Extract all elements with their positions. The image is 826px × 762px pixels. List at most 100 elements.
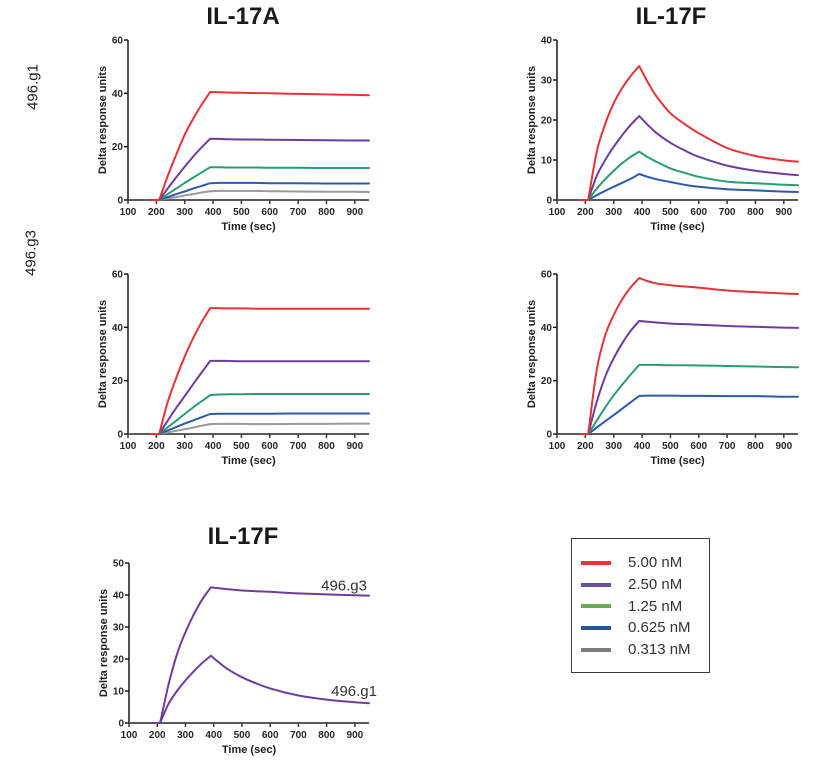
x-tick-label: 600 xyxy=(690,441,707,452)
y-axis-label: Delta response units xyxy=(526,300,538,408)
legend-label: 2.50 nM xyxy=(628,576,683,594)
series-line-0-625-nm xyxy=(149,412,370,435)
y-tick-label: 40 xyxy=(541,323,553,334)
y-tick-label: 40 xyxy=(113,591,125,602)
x-tick-label: 200 xyxy=(149,730,166,741)
series-line-1-25-nm xyxy=(149,166,370,201)
panel-title-il17f-comparison: IL-17F xyxy=(207,523,279,550)
x-tick-label: 100 xyxy=(549,207,566,218)
legend-item-0-625-nm: 0.625 nM xyxy=(572,617,709,639)
x-tick-label: 100 xyxy=(121,730,138,741)
x-tick-label: 200 xyxy=(577,207,594,218)
y-tick-label: 0 xyxy=(117,430,123,441)
x-tick-label: 900 xyxy=(346,207,363,218)
y-tick-label: 50 xyxy=(113,559,125,570)
x-tick-label: 300 xyxy=(176,207,193,218)
x-tick-label: 800 xyxy=(747,207,764,218)
legend-item-2-50-nm: 2.50 nM xyxy=(572,574,709,596)
y-tick-label: 0 xyxy=(546,430,552,441)
y-tick-label: 30 xyxy=(541,76,553,87)
panel-title-il17a: IL-17A xyxy=(206,3,280,30)
x-tick-label: 500 xyxy=(233,441,250,452)
x-tick-label: 300 xyxy=(605,207,622,218)
x-tick-label: 200 xyxy=(148,441,165,452)
legend-label: 0.625 nM xyxy=(628,619,691,637)
legend-swatch xyxy=(581,560,611,565)
y-tick-label: 20 xyxy=(112,376,124,387)
x-tick-label: 400 xyxy=(205,730,222,741)
y-tick-label: 40 xyxy=(112,89,124,100)
series-line-2-50-nm xyxy=(149,137,370,201)
legend-swatch xyxy=(581,647,611,652)
series-line-5-00-nm xyxy=(149,91,370,201)
x-tick-label: 900 xyxy=(775,441,792,452)
chart-panel-4: 0 10 20 30 40 50 100 200 300 400 500 600 700 800 900 De… xyxy=(98,559,377,757)
y-tick-label: 60 xyxy=(112,36,124,47)
y-tick-label: 20 xyxy=(112,142,124,153)
chart-panel-3: 0 20 40 60 100 200 300 400 500 600 700 800 900 Delta … xyxy=(526,270,799,467)
x-tick-label: 600 xyxy=(262,730,279,741)
panel-title-il17f: IL-17F xyxy=(635,3,707,30)
legend-item-1-25-nm: 1.25 nM xyxy=(572,595,709,617)
x-tick-label: 500 xyxy=(233,207,250,218)
x-tick-label: 100 xyxy=(120,207,137,218)
x-tick-label: 700 xyxy=(719,441,736,452)
x-tick-label: 700 xyxy=(719,207,736,218)
chart-panel-0: 0 20 40 60 100 200 300 400 500 600 700 800 900 Delta … xyxy=(97,36,370,233)
row-label-496g3: 496.g3 xyxy=(22,230,40,276)
x-tick-label: 400 xyxy=(634,207,651,218)
x-tick-label: 600 xyxy=(261,207,278,218)
y-tick-label: 10 xyxy=(541,156,553,167)
series-line-0-625-nm xyxy=(578,394,799,435)
x-tick-label: 600 xyxy=(261,441,278,452)
x-axis-label: Time (sec) xyxy=(650,221,705,233)
x-tick-label: 800 xyxy=(318,730,335,741)
x-tick-label: 200 xyxy=(577,441,594,452)
x-tick-label: 600 xyxy=(690,207,707,218)
x-tick-label: 200 xyxy=(148,207,165,218)
y-tick-label: 60 xyxy=(541,270,553,281)
series-line-5-00-nm xyxy=(149,307,370,435)
x-tick-label: 700 xyxy=(290,730,307,741)
series-line-0-625-nm xyxy=(149,181,370,201)
x-tick-label: 900 xyxy=(775,207,792,218)
x-axis-label: Time (sec) xyxy=(222,744,277,756)
y-axis-label: Delta response units xyxy=(97,66,109,174)
series-annotation-496-g1: 496.g1 xyxy=(331,683,377,700)
series-line-2-50-nm xyxy=(578,115,799,201)
y-tick-label: 40 xyxy=(541,36,553,47)
series-line-0-313-nm xyxy=(149,189,370,201)
y-tick-label: 10 xyxy=(113,687,125,698)
y-tick-label: 20 xyxy=(541,116,553,127)
series-line-496-g1 xyxy=(150,654,370,724)
legend-label: 1.25 nM xyxy=(628,597,683,615)
y-tick-label: 0 xyxy=(117,196,123,207)
series-line-5-00-nm xyxy=(578,277,799,435)
series-line-2-50-nm xyxy=(578,319,799,435)
series-line-1-25-nm xyxy=(578,150,799,201)
x-tick-label: 700 xyxy=(290,207,307,218)
y-tick-label: 0 xyxy=(118,719,124,730)
legend-label: 0.313 nM xyxy=(628,641,691,659)
y-tick-label: 0 xyxy=(546,196,552,207)
series-line-1-25-nm xyxy=(149,393,370,435)
x-tick-label: 400 xyxy=(205,207,222,218)
y-axis-label: Delta response units xyxy=(526,66,538,174)
x-tick-label: 500 xyxy=(662,441,679,452)
legend-item-0-313-nm: 0.313 nM xyxy=(572,639,709,661)
legend-label: 5.00 nM xyxy=(628,554,683,572)
x-tick-label: 300 xyxy=(176,441,193,452)
concentration-legend: 5.00 nM 2.50 nM 1.25 nM 0.625 nM 0.313 n… xyxy=(571,538,710,673)
series-line-1-25-nm xyxy=(578,363,799,435)
series-line-496-g3 xyxy=(150,586,370,724)
series-annotation-496-g3: 496.g3 xyxy=(321,578,367,595)
chart-panel-2: 0 20 40 60 100 200 300 400 500 600 700 800 900 Delta … xyxy=(97,270,370,467)
x-axis-label: Time (sec) xyxy=(650,455,705,467)
y-tick-label: 30 xyxy=(113,623,125,634)
x-tick-label: 800 xyxy=(747,441,764,452)
legend-swatch xyxy=(581,582,611,587)
y-axis-label: Delta response units xyxy=(98,589,110,697)
x-tick-label: 100 xyxy=(549,441,566,452)
x-tick-label: 500 xyxy=(662,207,679,218)
x-tick-label: 800 xyxy=(318,441,335,452)
